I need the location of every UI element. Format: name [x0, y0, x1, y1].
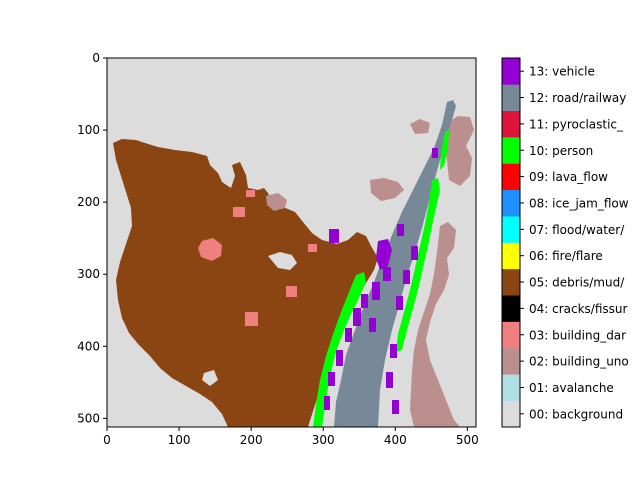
background-hole [202, 370, 218, 386]
vehicle-region [345, 328, 352, 342]
vehicle-region [353, 308, 361, 326]
colorbar-label: 07: flood/water/ [529, 223, 625, 237]
colorbar: 00: background 01: avalanche 02: building_… [501, 57, 629, 428]
vehicle-region [432, 148, 438, 158]
segmentation-mask-image [107, 58, 476, 427]
colorbar-swatch [502, 189, 520, 217]
colorbar-swatch [502, 163, 520, 191]
vehicle-region [328, 372, 335, 386]
x-tick-label: 200 [240, 433, 263, 447]
colorbar-label: 04: cracks/fissur [529, 302, 628, 316]
x-tick-label: 300 [312, 433, 335, 447]
colorbar-swatch [502, 84, 520, 112]
y-axis: 0 100 200 300 400 500 [77, 51, 107, 425]
building-damaged-region [286, 286, 297, 297]
building-damaged-region [308, 244, 317, 252]
vehicle-region [369, 318, 376, 332]
colorbar-swatch [502, 268, 520, 296]
y-tick-label: 500 [77, 411, 100, 425]
vehicle-region [392, 400, 399, 414]
background-hole [168, 390, 196, 414]
colorbar-swatch [502, 137, 520, 164]
road-railway-region [334, 100, 456, 427]
background-hole [268, 252, 297, 270]
colorbar-swatch [502, 321, 520, 349]
colorbar-swatch [502, 242, 520, 270]
colorbar-swatch [502, 110, 520, 138]
colorbar-swatch [502, 58, 520, 85]
x-axis: 0 100 200 300 400 500 [103, 427, 479, 447]
colorbar-swatch [502, 374, 520, 401]
vehicle-region [376, 239, 392, 270]
building-undamaged-region [444, 116, 474, 186]
vehicle-region [397, 224, 404, 236]
vehicle-region [336, 350, 343, 366]
building-undamaged-region [410, 222, 460, 427]
colorbar-label: 02: building_uno [529, 355, 629, 369]
vehicle-group [324, 148, 438, 414]
colorbar-frame [501, 57, 521, 428]
colorbar-label: 06: fire/flare [529, 249, 603, 263]
y-tick-label: 300 [77, 267, 100, 281]
x-tick-label: 100 [168, 433, 191, 447]
colorbar-label: 00: background [529, 407, 623, 421]
colorbar-label: 03: building_dar [529, 328, 626, 342]
building-damaged-region [246, 190, 255, 197]
colorbar-label: 13: vehicle [529, 65, 595, 79]
x-tick-label: 400 [384, 433, 407, 447]
vehicle-region [390, 344, 397, 358]
person-region [440, 130, 449, 170]
building-damaged-region [233, 207, 245, 217]
vehicle-region [329, 229, 339, 243]
colorbar-label: 08: ice_jam_flow [529, 196, 629, 210]
y-tick-label: 100 [77, 123, 100, 137]
y-tick-label: 200 [77, 195, 100, 209]
y-tick-label: 0 [92, 51, 100, 65]
colorbar-label: 10: person [529, 144, 593, 158]
colorbar-label: 05: debris/mud/ [529, 276, 625, 290]
vehicle-region [411, 246, 418, 260]
y-tick-label: 400 [77, 339, 100, 353]
colorbar-swatch [502, 295, 520, 322]
x-tick-label: 500 [456, 433, 479, 447]
vehicle-region [403, 270, 410, 284]
debris-mud-region [113, 139, 378, 427]
building-undamaged-region [410, 119, 430, 134]
person-region [313, 272, 366, 427]
colorbar-swatch [502, 347, 520, 375]
building-undamaged-region [266, 193, 287, 211]
vehicle-region [372, 282, 380, 300]
colorbar-swatch [502, 216, 520, 243]
vehicle-region [396, 296, 403, 310]
building-damaged-region [198, 238, 222, 261]
vehicle-region [383, 267, 391, 281]
vehicle-region [324, 396, 330, 410]
x-tick-label: 0 [103, 433, 111, 447]
vehicle-region [361, 294, 368, 308]
person-region [396, 178, 440, 352]
colorbar-label: 12: road/railway [529, 91, 626, 105]
colorbar-swatch [502, 400, 520, 428]
building-undamaged-region [370, 178, 404, 201]
building-damaged-region [245, 312, 258, 326]
axes-frame [106, 57, 477, 428]
vehicle-region [386, 372, 393, 388]
colorbar-label: 09: lava_flow [529, 170, 608, 184]
colorbar-label: 11: pyroclastic_ [529, 117, 624, 131]
colorbar-label: 01: avalanche [529, 381, 614, 395]
